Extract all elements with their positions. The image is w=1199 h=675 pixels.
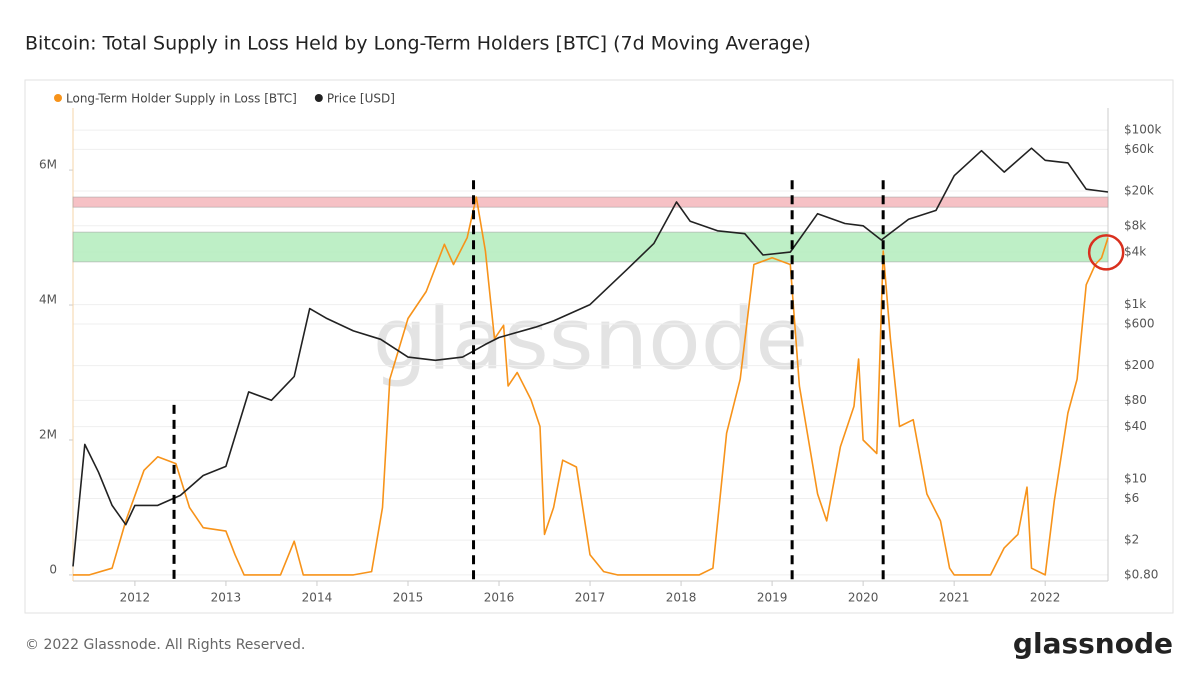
y2-tick-label: $100k <box>1124 123 1162 137</box>
y-tick-label: 4M <box>39 293 57 307</box>
x-tick-label: 2017 <box>575 591 606 605</box>
legend-dot <box>54 94 62 102</box>
x-tick-label: 2022 <box>1030 591 1061 605</box>
x-tick-label: 2016 <box>484 591 515 605</box>
legend-label: Long-Term Holder Supply in Loss [BTC] <box>66 92 297 106</box>
y2-tick-label: $0.80 <box>1124 567 1158 581</box>
legend-dot <box>314 94 323 102</box>
x-tick-label: 2021 <box>939 591 970 605</box>
x-tick-label: 2012 <box>120 591 151 605</box>
y2-tick-label: $600 <box>1124 316 1155 330</box>
y2-tick-label: $1k <box>1124 297 1146 311</box>
y-tick-label: 2M <box>39 427 57 441</box>
y-tick-label: 0 <box>49 562 57 576</box>
y2-tick-label: $6 <box>1124 491 1139 505</box>
x-tick-label: 2015 <box>393 591 424 605</box>
x-tick-label: 2020 <box>848 591 879 605</box>
y2-tick-label: $20k <box>1124 184 1154 198</box>
y2-tick-label: $80 <box>1124 393 1147 407</box>
x-tick-label: 2018 <box>666 591 697 605</box>
x-tick-label: 2019 <box>757 591 788 605</box>
legend-label: Price [USD] <box>327 92 395 106</box>
y2-tick-label: $10 <box>1124 472 1147 486</box>
x-tick-label: 2014 <box>302 591 333 605</box>
y-tick-label: 6M <box>39 158 57 172</box>
y2-tick-label: $200 <box>1124 358 1155 372</box>
watermark: glassnode <box>373 289 808 389</box>
band <box>72 196 1109 208</box>
y2-tick-label: $2 <box>1124 533 1139 547</box>
y2-tick-label: $60k <box>1124 142 1154 156</box>
chart-frame <box>24 79 1174 614</box>
logo: glassnode <box>1013 627 1173 660</box>
series-line <box>73 196 1109 576</box>
band <box>72 231 1109 263</box>
series-line <box>72 147 1109 567</box>
highlight-circle <box>1087 234 1125 271</box>
x-tick-label: 2013 <box>211 591 242 605</box>
y2-tick-label: $40 <box>1124 419 1147 433</box>
y2-tick-label: $4k <box>1124 245 1146 259</box>
footer: © 2022 Glassnode. All Rights Reserved. <box>25 637 305 653</box>
chart-title: Bitcoin: Total Supply in Loss Held by Lo… <box>25 33 811 55</box>
y2-tick-label: $8k <box>1124 218 1146 232</box>
